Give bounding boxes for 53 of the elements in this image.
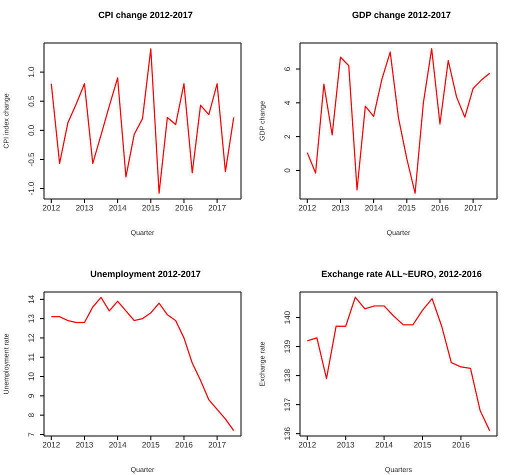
x-tick-label: 2012 xyxy=(298,204,317,213)
x-tick-label: 2015 xyxy=(142,204,160,213)
chart-title: GDP change 2012-2017 xyxy=(351,10,452,20)
x-tick-label: 2014 xyxy=(364,204,384,213)
y-tick-label: 6 xyxy=(283,66,292,72)
chart-title: Exchange rate ALL~EURO, 2012-2016 xyxy=(320,269,483,279)
line-series xyxy=(306,48,490,194)
x-tick-label: 2013 xyxy=(76,440,94,450)
x-tick-label: 2017 xyxy=(208,204,227,213)
x-tick-label: 2015 xyxy=(414,440,432,450)
y-tick-label: 7 xyxy=(27,432,36,437)
y-tick-label: 0 xyxy=(283,168,292,173)
y-tick-label: 9 xyxy=(27,393,36,398)
x-tick-label: 2016 xyxy=(431,204,450,213)
y-tick-label: 138 xyxy=(283,368,292,382)
line-series xyxy=(306,296,490,432)
x-tick-label: 2017 xyxy=(464,204,483,213)
x-tick-label: 2013 xyxy=(76,204,94,213)
y-tick-label: 11 xyxy=(27,352,36,362)
y-tick-label: 4 xyxy=(283,100,292,106)
x-tick-label: 2012 xyxy=(298,440,317,450)
y-tick-label: 14 xyxy=(27,294,36,304)
y-tick-label: 136 xyxy=(283,426,292,440)
x-tick-label: 2017 xyxy=(208,440,227,450)
y-tick-label: 12 xyxy=(27,332,36,342)
x-tick-label: 2015 xyxy=(142,440,160,450)
y-tick-label: 10 xyxy=(27,372,36,381)
y-tick-label: 0.5 xyxy=(27,95,36,107)
x-tick-label: 2016 xyxy=(452,440,470,450)
chart-title: Unemployment 2012-2017 xyxy=(89,269,202,279)
x-tick-label: 2013 xyxy=(336,440,356,450)
x-tick-label: 2014 xyxy=(108,204,128,213)
x-tick-label: 2013 xyxy=(332,204,350,213)
y-tick-label: 139 xyxy=(283,339,292,354)
x-tick-label: 2016 xyxy=(175,440,194,450)
x-tick-label: 2014 xyxy=(108,440,128,450)
y-tick-label: 0.0 xyxy=(27,124,36,136)
x-tick-label: 2012 xyxy=(42,204,61,213)
chart-title: CPI change 2012-2017 xyxy=(97,10,194,20)
y-tick-label: 13 xyxy=(27,314,36,324)
line-series xyxy=(50,48,234,194)
x-tick-label: 2014 xyxy=(375,440,394,450)
y-tick-label: 8 xyxy=(27,412,36,418)
y-tick-label: 140 xyxy=(283,310,292,324)
y-tick-label: -0.5 xyxy=(27,152,36,166)
y-tick-label: 2 xyxy=(283,134,292,139)
y-tick-label: -1.0 xyxy=(27,181,36,196)
line-series xyxy=(50,296,234,432)
x-tick-label: 2016 xyxy=(175,204,194,213)
y-tick-label: 137 xyxy=(283,397,292,412)
y-tick-label: 1.0 xyxy=(27,66,36,78)
x-tick-label: 2012 xyxy=(42,440,61,450)
x-tick-label: 2015 xyxy=(398,204,416,213)
